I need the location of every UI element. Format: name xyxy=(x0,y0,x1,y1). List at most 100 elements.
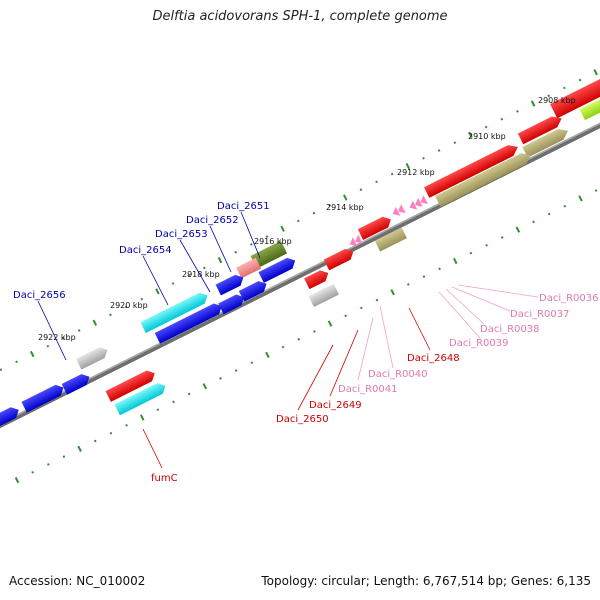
minor-tick xyxy=(484,125,488,129)
gene-label-daci-2653[interactable]: Daci_2653 xyxy=(155,229,208,240)
gene-daci-2651-blue xyxy=(238,281,267,302)
minor-tick xyxy=(516,110,519,113)
gene-label-daci-2652[interactable]: Daci_2652 xyxy=(186,215,239,226)
rna-cluster-left xyxy=(349,234,363,247)
minor-tick xyxy=(563,86,566,90)
minor-tick xyxy=(249,243,253,246)
minor-tick xyxy=(422,275,426,278)
major-tick xyxy=(327,320,333,327)
minor-tick xyxy=(109,431,113,435)
minor-tick xyxy=(250,361,254,365)
major-tick xyxy=(578,195,583,202)
leader-daci-r0040 xyxy=(379,305,394,369)
minor-tick xyxy=(578,78,582,82)
leader-daci-r0038 xyxy=(445,288,485,325)
gene-label-daci-r0037[interactable]: Daci_R0037 xyxy=(510,309,570,320)
leader-daci-2650 xyxy=(297,344,334,411)
gene-daci-2651 xyxy=(250,240,288,269)
gene-fumc-cyan xyxy=(114,383,166,416)
leader-daci-2656 xyxy=(37,300,67,361)
forward-genes xyxy=(0,75,600,426)
gene-label-fumc[interactable]: fumC xyxy=(151,473,178,484)
minor-tick xyxy=(437,149,441,152)
genome-info-text: Topology: circular; Length: 6,767,514 bp… xyxy=(261,574,591,588)
gene-label-daci-r0038[interactable]: Daci_R0038 xyxy=(480,324,540,335)
kbp-label: 2912 kbp xyxy=(397,168,435,177)
kbp-labels: 2908 kbp 2910 kbp 2912 kbp 2914 kbp 2916… xyxy=(38,96,576,342)
gene-label-daci-2654[interactable]: Daci_2654 xyxy=(119,245,172,256)
major-tick xyxy=(14,476,20,484)
major-tick xyxy=(202,383,208,390)
minor-tick xyxy=(375,298,379,302)
tick-track-upper xyxy=(0,69,598,371)
gene-daci-2649 xyxy=(323,248,354,271)
minor-tick xyxy=(46,463,50,466)
gene-blue-left-c xyxy=(0,407,19,426)
gene-label-daci-r0041[interactable]: Daci_R0041 xyxy=(338,384,398,395)
gene-olive-long xyxy=(435,153,531,207)
minor-tick xyxy=(77,329,81,332)
minor-tick xyxy=(156,408,160,412)
minor-tick xyxy=(62,337,65,340)
minor-tick xyxy=(469,251,473,255)
major-tick xyxy=(390,289,395,296)
gene-label-daci-2656[interactable]: Daci_2656 xyxy=(13,290,66,301)
minor-tick xyxy=(328,203,331,207)
label-leader-lines xyxy=(37,211,539,469)
gene-label-daci-r0036[interactable]: Daci_R0036 xyxy=(539,293,599,304)
minor-tick xyxy=(500,117,504,121)
leader-daci-2652 xyxy=(209,225,232,273)
gene-label-daci-r0039[interactable]: Daci_R0039 xyxy=(449,338,509,349)
minor-tick xyxy=(125,423,128,427)
gene-label-daci-r0040[interactable]: Daci_R0040 xyxy=(368,369,428,380)
minor-tick xyxy=(62,455,66,458)
figure-title: Delftia acidovorans SPH-1, complete geno… xyxy=(152,9,448,24)
accession-text: Accession: NC_010002 xyxy=(9,574,146,588)
leader-daci-r0039 xyxy=(438,291,481,339)
minor-tick xyxy=(547,94,551,98)
minor-tick xyxy=(234,369,238,372)
kbp-label: 2918 kbp xyxy=(182,270,220,279)
leader-daci-2654 xyxy=(142,255,169,306)
gene-daci-2652-blue xyxy=(258,257,296,283)
gene-daci-2648 xyxy=(357,216,391,240)
minor-tick xyxy=(234,250,238,254)
minor-tick xyxy=(124,305,128,309)
minor-tick xyxy=(187,274,191,278)
minor-tick xyxy=(187,392,191,396)
minor-tick xyxy=(140,297,144,301)
leader-daci-r0037 xyxy=(451,286,511,312)
minor-tick xyxy=(453,141,457,145)
minor-tick xyxy=(359,188,363,191)
kbp-label: 2922 kbp xyxy=(38,333,76,342)
minor-tick xyxy=(296,219,300,223)
gene-grey-left xyxy=(76,347,108,370)
gene-label-daci-2648[interactable]: Daci_2648 xyxy=(407,353,460,364)
minor-tick xyxy=(485,243,488,247)
gene-fumc-red xyxy=(105,370,155,402)
gene-labels: Daci_2656 Daci_2654 Daci_2653 Daci_2652 … xyxy=(13,201,599,484)
gene-blue-long xyxy=(154,303,222,344)
kbp-label: 2908 kbp xyxy=(538,96,576,105)
gene-daci-2654-blue xyxy=(218,294,245,315)
gene-label-daci-2651[interactable]: Daci_2651 xyxy=(217,201,270,212)
minor-tick xyxy=(500,236,504,239)
gene-red-far xyxy=(517,116,562,145)
minor-tick xyxy=(31,470,34,474)
major-tick xyxy=(405,163,411,170)
leader-daci-2649 xyxy=(329,329,359,397)
minor-tick xyxy=(594,189,598,192)
minor-tick xyxy=(93,439,97,443)
minor-tick xyxy=(360,306,363,310)
gene-lime xyxy=(579,91,600,121)
rna-cluster-right xyxy=(392,195,428,216)
gene-label-daci-2649[interactable]: Daci_2649 xyxy=(309,400,362,411)
major-tick xyxy=(217,256,223,264)
minor-tick xyxy=(171,282,175,285)
leader-daci-2651 xyxy=(240,211,261,259)
gene-label-daci-2650[interactable]: Daci_2650 xyxy=(276,414,329,425)
gene-cyan-long xyxy=(140,292,208,333)
major-tick xyxy=(265,351,270,359)
